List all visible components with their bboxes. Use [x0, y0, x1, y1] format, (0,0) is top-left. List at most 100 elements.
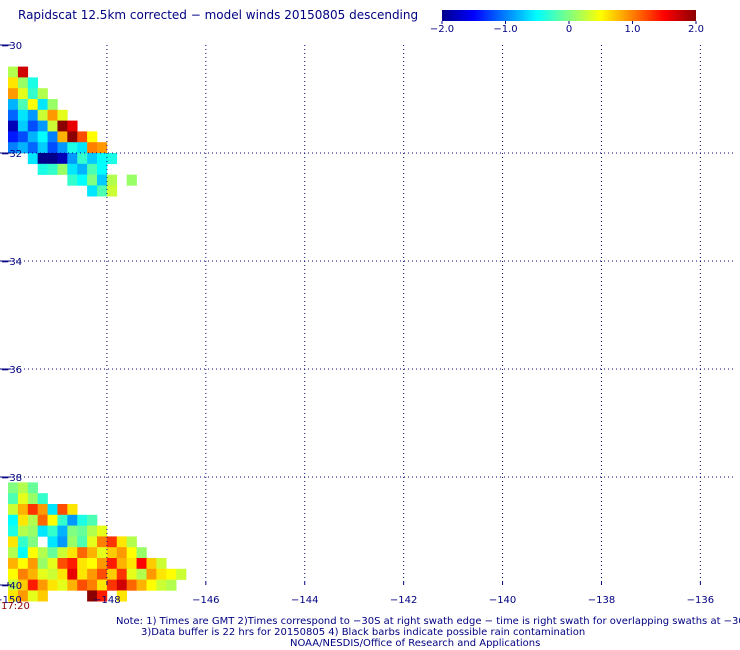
wind-diff-cell — [67, 558, 78, 570]
wind-diff-cell — [67, 120, 78, 132]
wind-diff-cell — [97, 174, 108, 186]
wind-diff-cell — [27, 109, 38, 121]
lon-label: −150 — [0, 595, 22, 606]
wind-diff-cell — [57, 504, 68, 516]
wind-diff-cell — [116, 579, 127, 591]
page-title: Rapidscat 12.5km corrected − model winds… — [18, 8, 419, 22]
wind-diff-cell — [8, 88, 19, 100]
wind-diff-cell — [47, 163, 58, 175]
wind-diff-cell — [17, 590, 29, 602]
wind-diff-cell — [27, 120, 38, 132]
lon-label: −140 — [489, 595, 516, 606]
wind-diff-cell — [27, 131, 38, 143]
wind-diff-cell — [77, 153, 88, 165]
wind-diff-cell — [37, 120, 48, 132]
wind-diff-cell — [37, 493, 48, 505]
wind-diff-cell — [37, 547, 48, 559]
wind-diff-cell — [156, 568, 167, 580]
wind-diff-cell — [126, 547, 137, 559]
wind-diff-cell — [67, 153, 78, 165]
wind-diff-cell — [57, 536, 68, 548]
wind-diff-cell — [106, 547, 118, 559]
wind-diff-cell — [77, 174, 88, 186]
wind-diff-cell — [87, 142, 98, 154]
wind-diff-cell — [47, 568, 58, 580]
wind-diff-cell — [8, 525, 19, 537]
wind-diff-cell — [67, 131, 78, 143]
wind-diff-cell — [126, 558, 137, 570]
wind-diff-cell — [136, 568, 147, 580]
wind-diff-cell — [57, 525, 68, 537]
wind-diff-cell — [176, 568, 187, 580]
wind-diff-cell — [106, 558, 118, 570]
wind-diff-cell — [47, 120, 58, 132]
wind-diff-cell — [37, 131, 48, 143]
wind-diff-cell — [77, 163, 88, 175]
wind-diff-cell — [126, 568, 137, 580]
wind-diff-cell — [57, 131, 68, 143]
wind-diff-cell — [17, 482, 29, 494]
wind-diff-cell — [97, 185, 108, 197]
wind-diff-cell — [37, 568, 48, 580]
wind-diff-cell — [17, 109, 29, 121]
wind-diff-cell — [47, 153, 58, 165]
wind-diff-cell — [166, 579, 177, 591]
lon-label: −136 — [687, 595, 714, 606]
wind-diff-cell — [8, 482, 19, 494]
wind-diff-cell — [77, 547, 88, 559]
wind-diff-cell — [27, 590, 38, 602]
wind-diff-cell — [77, 525, 88, 537]
wind-diff-cell — [106, 579, 118, 591]
wind-diff-cell — [67, 142, 78, 154]
wind-diff-cell — [27, 77, 38, 89]
wind-diff-cell — [116, 547, 127, 559]
wind-diff-cell — [17, 579, 29, 591]
wind-diff-cell — [97, 536, 108, 548]
wind-diff-cell — [27, 504, 38, 516]
wind-diff-cell — [17, 525, 29, 537]
graticule — [0, 44, 735, 586]
wind-diff-cell — [37, 163, 48, 175]
wind-diff-cell — [77, 514, 88, 526]
wind-diff-cell — [67, 568, 78, 580]
wind-diff-cell — [97, 590, 108, 602]
wind-diff-cell — [87, 536, 98, 548]
wind-diff-cell — [17, 88, 29, 100]
wind-diff-cell — [146, 579, 157, 591]
wind-diff-cell — [8, 590, 19, 602]
colorbar-scale — [442, 10, 696, 21]
lat-label: −40 — [1, 581, 22, 592]
wind-diff-cell — [97, 558, 108, 570]
wind-diff-cell — [37, 99, 48, 111]
wind-diff-cell — [27, 493, 38, 505]
wind-diff-cell — [8, 493, 19, 505]
wind-diff-cell — [97, 547, 108, 559]
wind-diff-cell — [116, 558, 127, 570]
wind-diff-cell — [106, 185, 118, 197]
wind-diff-cell — [116, 590, 127, 602]
wind-diff-cell — [17, 142, 29, 154]
wind-diff-cell — [37, 153, 48, 165]
wind-diff-cell — [57, 163, 68, 175]
wind-diff-cell — [27, 547, 38, 559]
wind-diff-cell — [47, 131, 58, 143]
wind-diff-cell — [8, 504, 19, 516]
wind-diff-cell — [57, 142, 68, 154]
wind-diff-cell — [97, 163, 108, 175]
wind-diff-cell — [37, 525, 48, 537]
wind-diff-cell — [8, 109, 19, 121]
wind-diff-cell — [116, 536, 127, 548]
wind-diff-cell — [37, 558, 48, 570]
wind-diff-cell — [57, 514, 68, 526]
colorbar-tick-label: −1.0 — [493, 24, 517, 35]
wind-diff-cell — [57, 568, 68, 580]
wind-diff-cell — [106, 536, 118, 548]
wind-diff-cell — [8, 558, 19, 570]
wind-diff-cell — [97, 568, 108, 580]
note-line-3: NOAA/NESDIS/Office of Research and Appli… — [290, 638, 541, 649]
swath-time-label: 17:20 — [1, 601, 30, 612]
wind-diff-cell — [47, 504, 58, 516]
wind-diff-cell — [106, 153, 118, 165]
wind-diff-cell — [47, 579, 58, 591]
wind-diff-cell — [17, 493, 29, 505]
